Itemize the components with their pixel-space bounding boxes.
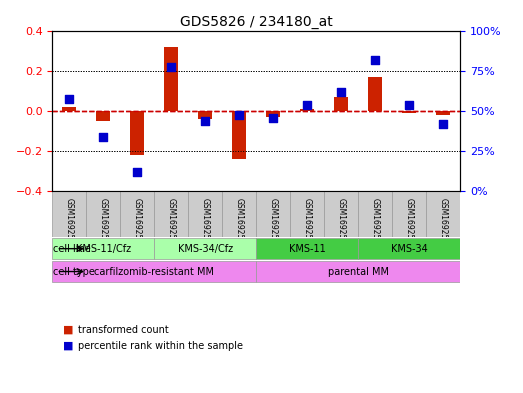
Point	[167, 64, 175, 70]
FancyBboxPatch shape	[154, 191, 188, 237]
Text: ■: ■	[63, 341, 73, 351]
Bar	[164, 48, 178, 112]
FancyBboxPatch shape	[392, 191, 426, 237]
Text: GSM1692593: GSM1692593	[269, 198, 278, 250]
FancyBboxPatch shape	[222, 191, 256, 237]
Text: GSM1692597: GSM1692597	[405, 198, 414, 250]
FancyBboxPatch shape	[426, 191, 460, 237]
Point	[269, 115, 277, 121]
Text: GSM1692590: GSM1692590	[167, 198, 176, 250]
Text: GSM1692587: GSM1692587	[65, 198, 74, 249]
Text: KMS-11/Cfz: KMS-11/Cfz	[76, 244, 131, 253]
Bar	[199, 112, 212, 119]
FancyBboxPatch shape	[120, 191, 154, 237]
Text: GSM1692595: GSM1692595	[337, 198, 346, 250]
Text: GSM1692594: GSM1692594	[303, 198, 312, 250]
Text: GSM1692596: GSM1692596	[371, 198, 380, 250]
Point	[201, 118, 209, 124]
Bar	[266, 112, 280, 118]
FancyBboxPatch shape	[256, 239, 358, 259]
Text: GSM1692591: GSM1692591	[201, 198, 210, 249]
Bar	[436, 112, 450, 116]
FancyBboxPatch shape	[324, 191, 358, 237]
Text: KMS-11: KMS-11	[289, 244, 326, 253]
Text: percentile rank within the sample: percentile rank within the sample	[78, 341, 243, 351]
Point	[303, 102, 311, 108]
Text: KMS-34/Cfz: KMS-34/Cfz	[178, 244, 233, 253]
FancyBboxPatch shape	[358, 191, 392, 237]
Text: transformed count: transformed count	[78, 325, 169, 335]
FancyBboxPatch shape	[154, 239, 256, 259]
Point	[337, 89, 345, 95]
Text: ■: ■	[63, 325, 73, 335]
Text: KMS-34: KMS-34	[391, 244, 428, 253]
Title: GDS5826 / 234180_at: GDS5826 / 234180_at	[180, 15, 333, 29]
Text: GSM1692592: GSM1692592	[235, 198, 244, 249]
Text: carfilzomib-resistant MM: carfilzomib-resistant MM	[94, 266, 214, 277]
Text: cell line: cell line	[53, 244, 90, 253]
Text: GSM1692598: GSM1692598	[439, 198, 448, 249]
FancyBboxPatch shape	[256, 261, 460, 282]
FancyBboxPatch shape	[358, 239, 460, 259]
Point	[439, 121, 448, 127]
Bar	[96, 112, 110, 121]
Point	[133, 169, 141, 175]
Bar	[130, 112, 144, 156]
Point	[405, 102, 413, 108]
Bar	[63, 107, 76, 112]
Point	[65, 95, 73, 102]
Bar	[300, 110, 314, 112]
Point	[235, 112, 243, 118]
FancyBboxPatch shape	[52, 261, 256, 282]
Bar	[368, 77, 382, 112]
Bar	[403, 112, 416, 114]
FancyBboxPatch shape	[52, 239, 154, 259]
Bar	[335, 97, 348, 112]
Text: parental MM: parental MM	[328, 266, 389, 277]
Bar	[232, 112, 246, 160]
FancyBboxPatch shape	[256, 191, 290, 237]
Point	[371, 57, 379, 63]
FancyBboxPatch shape	[52, 191, 86, 237]
FancyBboxPatch shape	[86, 191, 120, 237]
FancyBboxPatch shape	[188, 191, 222, 237]
Text: GSM1692588: GSM1692588	[99, 198, 108, 249]
Text: cell type: cell type	[53, 266, 95, 277]
Point	[99, 134, 108, 140]
Text: GSM1692589: GSM1692589	[133, 198, 142, 249]
FancyBboxPatch shape	[290, 191, 324, 237]
